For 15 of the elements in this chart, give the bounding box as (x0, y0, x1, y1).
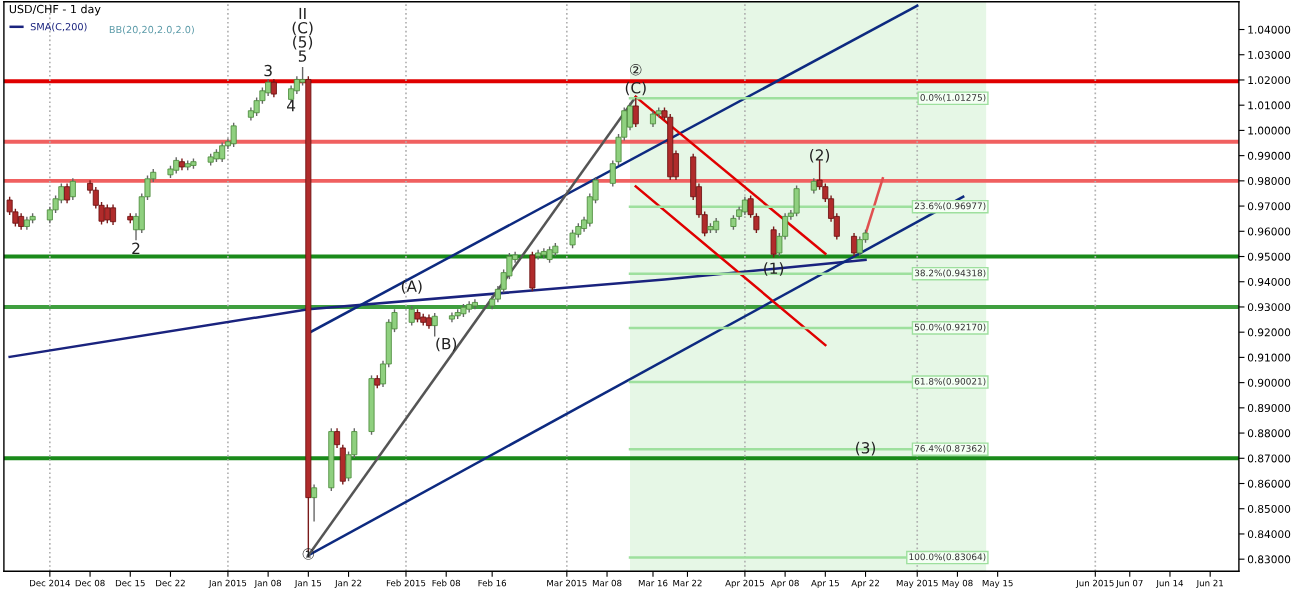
candlestick (793, 185, 800, 217)
candlestick (230, 122, 237, 147)
candlestick (632, 97, 639, 128)
candlestick (856, 236, 863, 257)
candlestick (408, 306, 415, 326)
candlestick (64, 183, 71, 204)
candlestick (770, 226, 777, 258)
candlestick (110, 204, 117, 225)
candlestick (219, 142, 226, 163)
candlestick (431, 313, 438, 337)
candlestick (311, 484, 318, 522)
candlestick (851, 233, 858, 257)
candlestick (69, 178, 76, 200)
line-series (8, 258, 867, 359)
candlestick (529, 251, 536, 292)
